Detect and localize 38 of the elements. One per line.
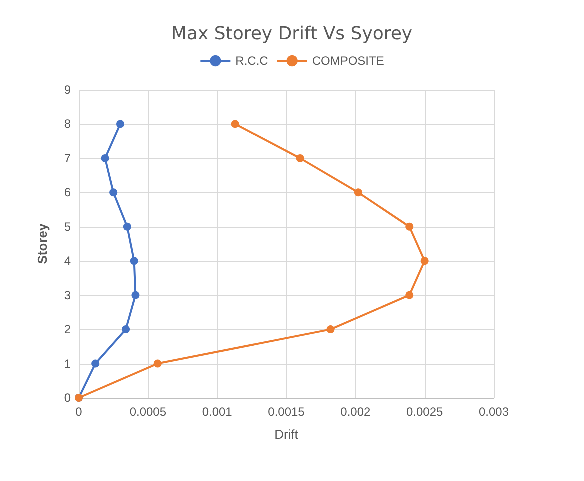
- point: [130, 257, 138, 266]
- point: [154, 360, 162, 368]
- legend-label: R.C.C: [236, 54, 269, 68]
- point: [354, 188, 362, 197]
- y-tick-label: 7: [64, 151, 72, 166]
- x-tick-label: 0.002: [340, 405, 372, 419]
- point: [326, 326, 335, 334]
- y-tick-label: 8: [64, 117, 72, 132]
- y-tick-label: 6: [64, 186, 72, 200]
- point: [116, 120, 124, 128]
- point: [420, 257, 429, 266]
- point: [406, 291, 414, 300]
- x-tick-label: 0: [76, 405, 83, 419]
- y-tick-label: 0: [64, 391, 72, 405]
- y-tick-label: 4: [64, 254, 72, 268]
- point: [123, 222, 132, 231]
- point: [406, 222, 414, 231]
- point: [101, 154, 110, 162]
- point: [296, 154, 304, 162]
- x-tick-label: 0.0015: [268, 405, 306, 419]
- point: [132, 291, 140, 300]
- point: [122, 326, 130, 334]
- point: [231, 120, 240, 128]
- x-tick-label: 0.0025: [406, 405, 444, 419]
- x-axis-title: Drift: [274, 427, 299, 442]
- y-tick-label: 3: [64, 288, 72, 302]
- chart-title: Max Storey Drift Vs Syorey: [171, 24, 413, 44]
- y-tick-label: 9: [64, 83, 72, 97]
- legend-label: COMPOSITE: [312, 54, 384, 68]
- y-tick-label: 1: [64, 356, 72, 371]
- x-tick-label: 0.001: [202, 405, 233, 419]
- y-tick-label: 5: [64, 220, 72, 234]
- point: [110, 188, 118, 197]
- y-tick-label: 2: [64, 322, 72, 337]
- x-tick-label: 0.0005: [130, 405, 167, 419]
- x-tick-label: 0.003: [478, 405, 510, 419]
- y-axis-title: Storey: [35, 223, 50, 264]
- point: [92, 360, 100, 368]
